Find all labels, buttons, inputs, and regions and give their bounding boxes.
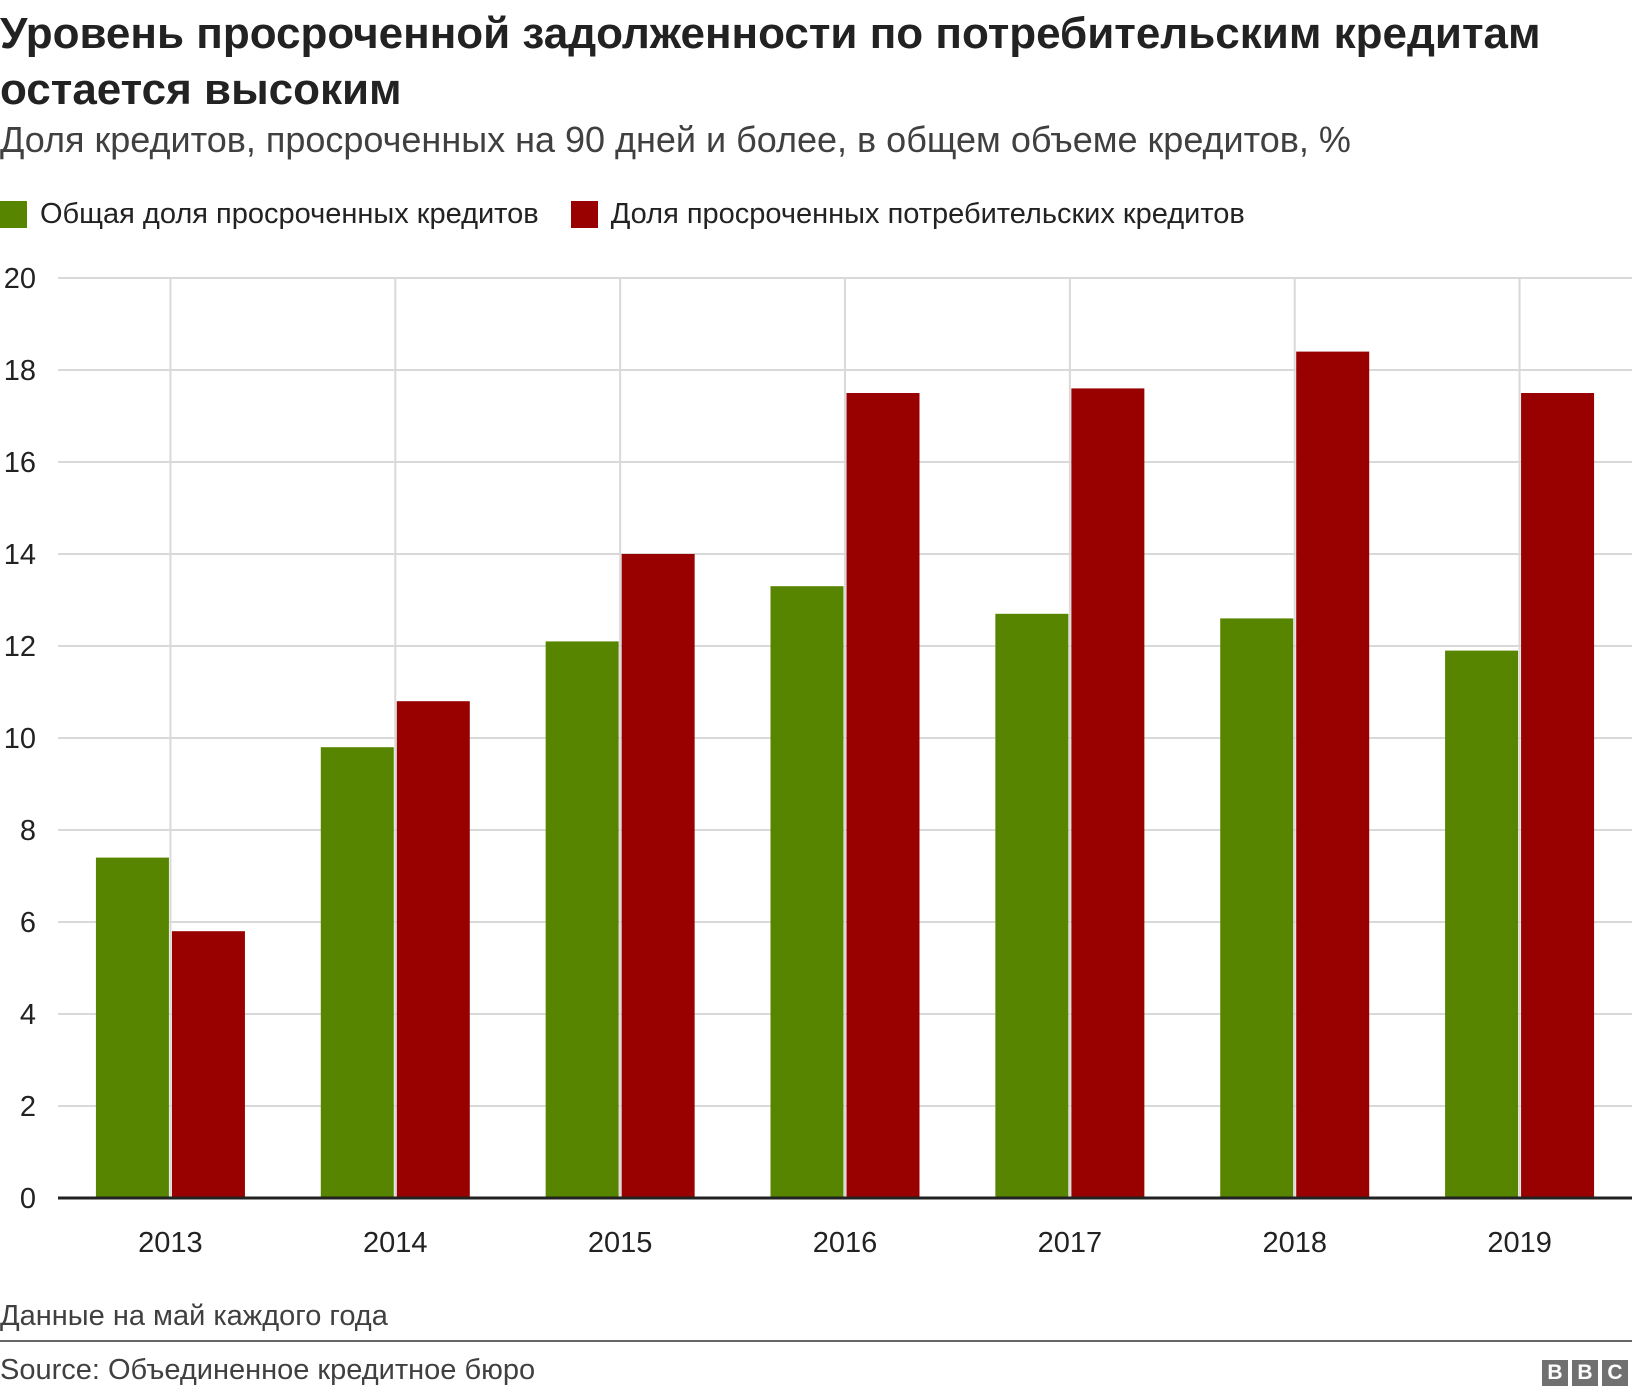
legend-item-consumer: Доля просроченных потребительских кредит… [570, 197, 1245, 231]
bar-total [1220, 618, 1294, 1198]
x-tick-label: 2015 [588, 1227, 653, 1259]
bar-consumer [621, 554, 695, 1198]
y-tick-label: 14 [4, 539, 36, 571]
bar-total [545, 641, 619, 1198]
bar-consumer [1521, 393, 1595, 1198]
bar-consumer [396, 701, 470, 1198]
legend-label-total: Общая доля просроченных кредитов [40, 197, 539, 230]
chart-subtitle: Доля кредитов, просроченных на 90 дней и… [0, 119, 1351, 160]
y-tick-label: 2 [20, 1091, 36, 1123]
y-tick-label: 6 [20, 907, 36, 939]
bbc-logo-letter: B [1572, 1360, 1598, 1386]
x-tick-label: 2016 [813, 1227, 878, 1259]
y-tick-label: 4 [20, 999, 36, 1031]
legend-swatch-consumer [570, 200, 598, 228]
bbc-logo-letter: B [1542, 1360, 1568, 1386]
x-tick-label: 2013 [138, 1227, 203, 1259]
bar-total [320, 747, 394, 1198]
y-tick-label: 20 [4, 263, 36, 295]
bar-consumer [1296, 351, 1370, 1199]
bar-total [95, 857, 169, 1198]
y-tick-label: 16 [4, 447, 36, 479]
bar-total [770, 586, 844, 1198]
y-tick-label: 18 [4, 355, 36, 387]
x-tick-label: 2018 [1262, 1227, 1327, 1259]
y-tick-label: 8 [20, 815, 36, 847]
x-tick-label: 2014 [363, 1227, 428, 1259]
legend-label-consumer: Доля просроченных потребительских кредит… [610, 197, 1245, 230]
bar-consumer [171, 931, 245, 1198]
bbc-logo: B B C [1542, 1360, 1628, 1386]
footer-divider [0, 1340, 1632, 1342]
bar-consumer [1071, 388, 1145, 1198]
x-tick-label: 2019 [1487, 1227, 1552, 1259]
x-tick-label: 2017 [1038, 1227, 1103, 1259]
y-tick-label: 0 [20, 1183, 36, 1215]
bar-total [1445, 650, 1519, 1198]
legend-item-total: Общая доля просроченных кредитов [0, 198, 539, 231]
bar-consumer [846, 393, 920, 1198]
y-tick-label: 12 [4, 631, 36, 663]
chart-legend: Общая доля просроченных кредитов Доля пр… [0, 194, 1277, 234]
bbc-logo-letter: C [1602, 1360, 1628, 1386]
source-text: Source: Объединенное кредитное бюро [0, 1354, 536, 1386]
chart-note: Данные на май каждого года [0, 1300, 388, 1332]
bar-chart: 0 2 4 6 8 10 12 14 16 18 20 2013 2014 2015 2016 2017 201… [4, 263, 1632, 1259]
legend-swatch-total [0, 200, 27, 228]
bar-total [995, 613, 1069, 1198]
y-tick-label: 10 [4, 723, 36, 755]
chart-title: Уровень просроченной задолженности по по… [0, 9, 1541, 114]
